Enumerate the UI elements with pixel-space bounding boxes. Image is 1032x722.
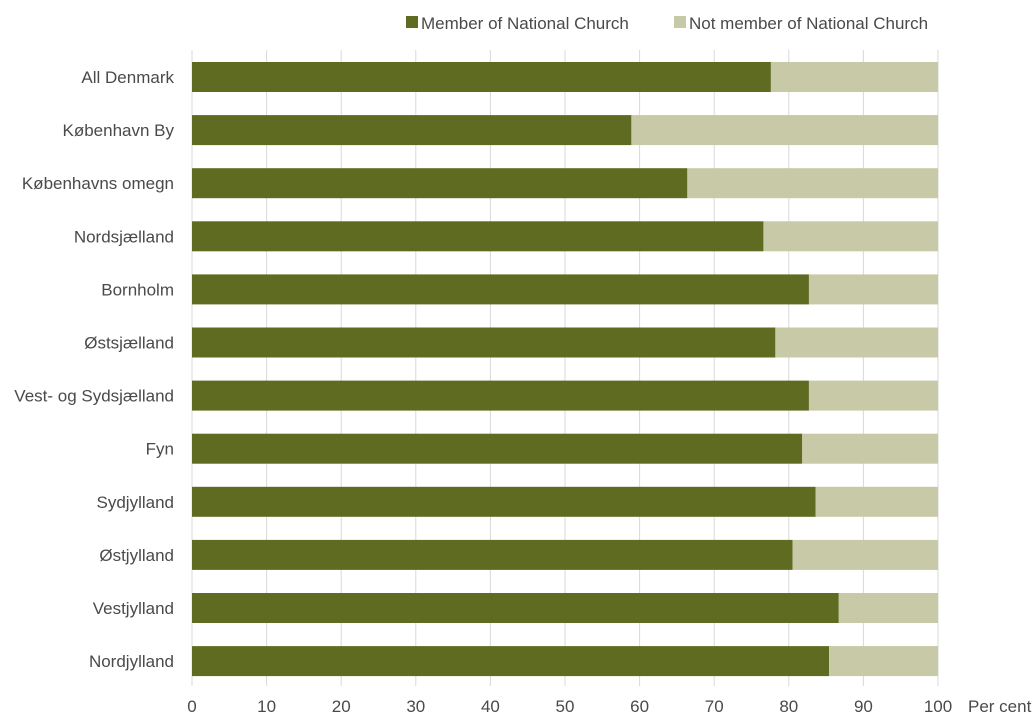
- x-axis-tick-labels: 0 10 20 30 40 50 60 70 80 90 100: [187, 697, 952, 716]
- category-label-ostsjaelland: Østsjælland: [84, 334, 174, 353]
- category-label-vest-og-sydsjaelland: Vest- og Sydsjælland: [14, 387, 174, 406]
- legend-swatch-not-member: [674, 16, 686, 28]
- x-tick-label-70: 70: [705, 697, 724, 716]
- bar-ostsjaelland-not-member: [775, 327, 938, 358]
- bar-nordjylland-member: [192, 646, 830, 677]
- bar-nordsjaelland-not-member: [763, 221, 938, 252]
- category-label-kobenhavn-by: København By: [62, 121, 174, 140]
- x-tick-label-30: 30: [406, 697, 425, 716]
- bar-fyn-not-member: [802, 433, 938, 464]
- bar-fyn-member: [192, 433, 803, 464]
- gridlines: [191, 50, 939, 686]
- x-tick-label-60: 60: [630, 697, 649, 716]
- bar-sydjylland-not-member: [815, 486, 938, 517]
- bar-vest-og-sydsjaelland-not-member: [808, 380, 938, 411]
- legend: Member of National Church Not member of …: [406, 14, 928, 33]
- category-label-nordsjaelland: Nordsjælland: [74, 227, 174, 246]
- bar-vest-og-sydsjaelland-member: [192, 380, 809, 411]
- bar-kobenhavn-by-member: [192, 115, 632, 146]
- bar-bornholm-not-member: [808, 274, 938, 305]
- x-tick-label-0: 0: [187, 697, 196, 716]
- category-label-all-denmark: All Denmark: [81, 68, 174, 87]
- x-tick-label-50: 50: [556, 697, 575, 716]
- bar-kobenhavn-by-not-member: [631, 115, 938, 146]
- x-tick-label-100: 100: [924, 697, 952, 716]
- x-tick-label-10: 10: [257, 697, 276, 716]
- x-tick-label-90: 90: [854, 697, 873, 716]
- category-label-bornholm: Bornholm: [101, 280, 174, 299]
- bar-kobenhavns-omegn-not-member: [687, 168, 938, 199]
- bar-ostsjaelland-member: [192, 327, 776, 358]
- category-label-ostjylland: Østjylland: [99, 546, 174, 565]
- bar-sydjylland-member: [192, 486, 816, 517]
- legend-label-member: Member of National Church: [421, 14, 629, 33]
- legend-label-not-member: Not member of National Church: [689, 14, 928, 33]
- bar-kobenhavns-omegn-member: [192, 168, 688, 199]
- x-tick-label-20: 20: [332, 697, 351, 716]
- category-label-kobenhavns-omegn: Københavns omegn: [22, 174, 174, 193]
- bar-vestjylland-not-member: [838, 593, 938, 623]
- bar-bornholm-member: [192, 274, 809, 305]
- x-axis-unit-label: Per cent: [968, 697, 1032, 716]
- bar-ostjylland-not-member: [792, 539, 938, 570]
- category-labels: All Denmark København By Københavns omegn N…: [14, 68, 174, 671]
- category-label-vestjylland: Vestjylland: [93, 599, 174, 618]
- legend-swatch-member: [406, 16, 418, 28]
- bar-nordsjaelland-member: [192, 221, 764, 252]
- bar-all-denmark-member: [192, 62, 771, 92]
- x-tick-label-80: 80: [779, 697, 798, 716]
- bar-nordjylland-not-member: [829, 646, 938, 677]
- bar-vestjylland-member: [192, 593, 839, 623]
- x-tick-label-40: 40: [481, 697, 500, 716]
- bars: [192, 62, 938, 677]
- bar-all-denmark-not-member: [770, 62, 938, 92]
- category-label-nordjylland: Nordjylland: [89, 652, 174, 671]
- bar-ostjylland-member: [192, 539, 793, 570]
- category-label-sydjylland: Sydjylland: [97, 493, 175, 512]
- category-label-fyn: Fyn: [146, 440, 174, 459]
